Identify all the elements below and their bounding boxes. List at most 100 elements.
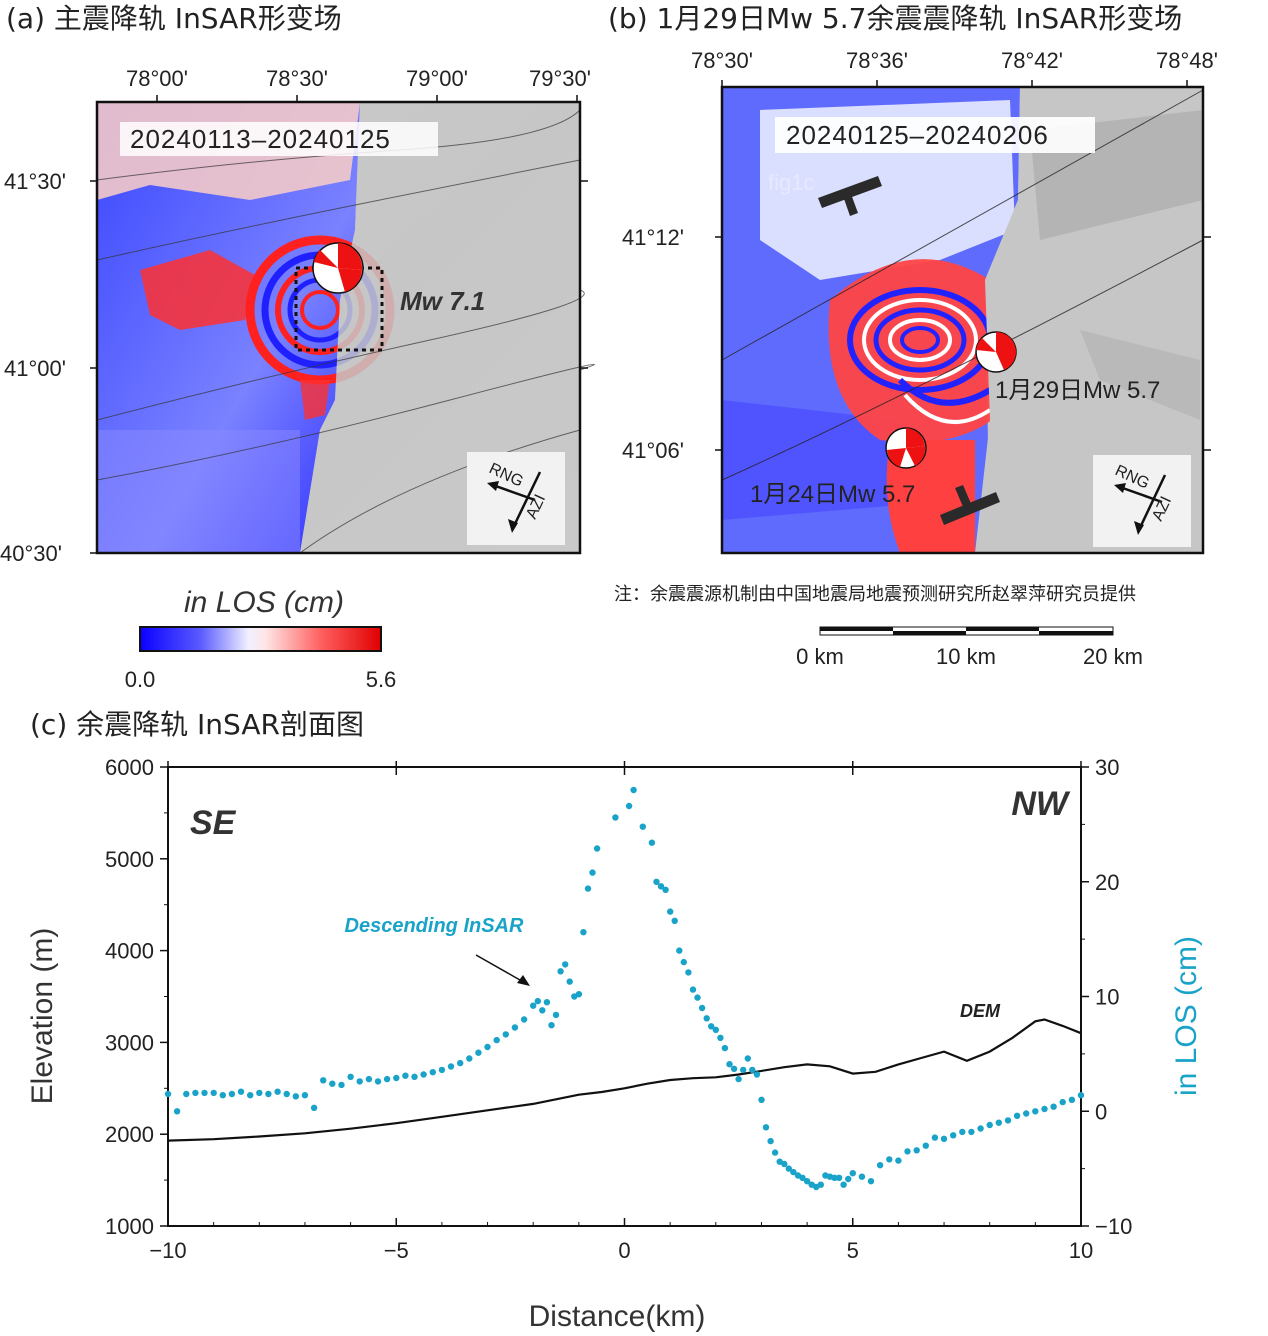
y-tick-label: 2000 xyxy=(105,1122,154,1147)
panel-b-lat-tick: 41°06' xyxy=(622,438,684,463)
insar-point xyxy=(520,1016,528,1023)
insar-point xyxy=(959,1128,966,1136)
insar-point xyxy=(420,1071,427,1078)
y-tick-label: 3000 xyxy=(105,1030,154,1055)
insar-point xyxy=(799,1174,806,1182)
insar-point xyxy=(593,845,601,852)
insar-point xyxy=(393,1074,400,1082)
dem-label: DEM xyxy=(960,1001,1001,1021)
insar-point xyxy=(840,1181,847,1188)
insar-point xyxy=(1041,1105,1048,1113)
insar-point xyxy=(676,947,683,954)
insar-point xyxy=(740,1066,747,1074)
insar-point xyxy=(552,1011,560,1019)
insar-point xyxy=(1004,1117,1012,1124)
insar-point xyxy=(539,1007,546,1014)
panel-a-lat-tick: 41°30' xyxy=(4,169,66,194)
insar-point xyxy=(1013,1112,1021,1120)
panel-b: (b) 1月29日Mw 5.7余震震降轨 InSAR形变场 xyxy=(608,2,1218,669)
insar-point xyxy=(274,1088,281,1095)
insar-point xyxy=(164,1090,172,1098)
x-tick-label: 0 xyxy=(618,1238,630,1263)
insar-point xyxy=(648,839,656,846)
panel-b-beachball-jan24 xyxy=(885,427,927,469)
insar-point xyxy=(698,1004,706,1012)
insar-point xyxy=(228,1090,236,1098)
annotation-arrow-head xyxy=(517,975,530,986)
insar-point xyxy=(771,1149,779,1156)
y2-tick-label: 20 xyxy=(1095,870,1119,895)
insar-point xyxy=(803,1178,811,1185)
panel-b-lon-tick: 78°30' xyxy=(691,48,753,73)
y2-axis-title: in LOS (cm) xyxy=(1170,936,1203,1096)
profile-chart: (c) 余震降轨 InSAR剖面图 −10 −5 0 5 10 1000 2000 3000 4… xyxy=(26,708,1203,1333)
insar-point xyxy=(712,1026,719,1034)
panel-a-terrain xyxy=(300,102,580,553)
panel-b-lat-tick: 41°12' xyxy=(622,225,684,250)
insar-point xyxy=(744,1055,751,1062)
insar-point xyxy=(1050,1103,1057,1110)
panel-a-beachball xyxy=(312,242,364,294)
panel-b-faults xyxy=(721,89,1204,481)
insar-point xyxy=(548,1021,555,1029)
insar-point xyxy=(1022,1110,1030,1117)
insar-point xyxy=(1077,1092,1085,1099)
insar-point xyxy=(283,1090,290,1098)
colorbar-min: 0.0 xyxy=(125,667,156,692)
y-tick-label: 5000 xyxy=(105,847,154,872)
insar-point xyxy=(173,1108,181,1115)
insar-point xyxy=(1068,1096,1076,1104)
panel-b-title: (b) 1月29日Mw 5.7余震震降轨 InSAR形变场 xyxy=(608,2,1182,35)
insar-point xyxy=(680,958,687,966)
insar-point xyxy=(781,1160,788,1168)
panel-a-lon-tick: 78°00' xyxy=(126,66,188,91)
insar-point xyxy=(1032,1108,1039,1115)
insar-point xyxy=(758,1096,765,1104)
insar-point xyxy=(639,823,646,830)
insar-point xyxy=(749,1066,756,1074)
insar-point xyxy=(292,1093,299,1100)
panel-a-title: (a) 主震降轨 InSAR形变场 xyxy=(6,2,342,35)
x-tick-label: −10 xyxy=(149,1238,186,1263)
insar-point xyxy=(986,1121,993,1129)
insar-point xyxy=(913,1147,920,1154)
panel-a-lat-tick: 41°00' xyxy=(4,356,66,381)
panel-a-lat-tick: 40°30' xyxy=(0,541,62,566)
y2-tick-label: −10 xyxy=(1095,1214,1132,1239)
insar-point xyxy=(265,1090,272,1098)
insar-point xyxy=(411,1073,418,1081)
y2-tick-label: 30 xyxy=(1095,755,1119,780)
insar-point xyxy=(365,1075,373,1083)
x-axis-title: Distance(km) xyxy=(529,1300,706,1333)
scale-label: 20 km xyxy=(1083,644,1143,669)
insar-point xyxy=(580,929,587,936)
insar-point xyxy=(612,814,619,821)
insar-point xyxy=(717,1034,724,1042)
insar-point xyxy=(347,1073,354,1081)
insar-point xyxy=(356,1078,363,1085)
insar-point xyxy=(858,1173,866,1180)
insar-point xyxy=(689,986,697,993)
insar-point xyxy=(753,1071,761,1078)
panel-a-red-patch xyxy=(140,250,255,330)
plot-frame xyxy=(167,766,1082,1227)
insar-point xyxy=(835,1174,843,1182)
panel-a-rng-azi: RNG AZI xyxy=(467,452,565,545)
insar-point xyxy=(219,1092,226,1099)
insar-point xyxy=(557,968,564,975)
insar-point xyxy=(735,1075,742,1083)
insar-annotation-text: Descending InSAR xyxy=(345,915,524,937)
insar-point xyxy=(685,969,692,976)
panel-b-lon-tick: 78°48' xyxy=(1156,48,1218,73)
insar-point xyxy=(256,1089,263,1097)
corner-label-se: SE xyxy=(190,804,237,842)
insar-point xyxy=(237,1088,245,1095)
insar-point xyxy=(730,1065,738,1073)
panel-b-date-range: 20240125–20240206 xyxy=(786,120,1049,150)
x-tick-label: −5 xyxy=(384,1238,409,1263)
annotation-arrow xyxy=(475,954,528,985)
insar-point xyxy=(708,1023,715,1030)
insar-point xyxy=(940,1135,948,1143)
insar-point xyxy=(457,1059,464,1067)
insar-point xyxy=(210,1089,217,1097)
